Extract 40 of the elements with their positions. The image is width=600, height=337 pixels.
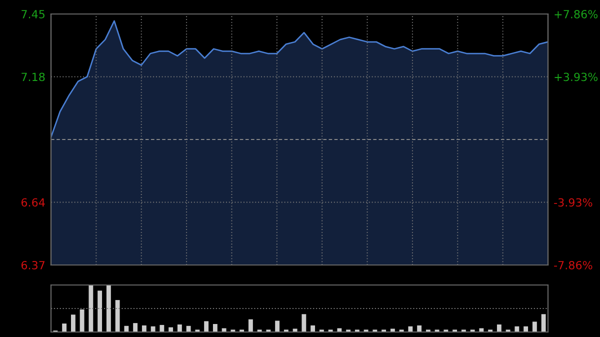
bar — [115, 300, 120, 332]
bar — [479, 328, 484, 332]
bar — [186, 326, 191, 332]
bar — [142, 325, 146, 332]
bar — [417, 325, 422, 332]
bar — [222, 328, 226, 332]
y-tick-label: 7.18 — [22, 72, 45, 82]
bar — [62, 324, 67, 332]
bar — [177, 324, 182, 332]
bar — [133, 323, 138, 332]
bar — [390, 328, 395, 332]
y-tick-label: 6.64 — [21, 198, 45, 207]
bar — [532, 322, 537, 332]
y2-tick-label: +3.93% — [554, 72, 598, 82]
bar — [496, 324, 502, 332]
bar — [310, 325, 316, 332]
y2-tick-label: -7.86% — [554, 260, 592, 270]
bar — [124, 326, 129, 332]
bar — [541, 314, 546, 332]
bar — [302, 314, 306, 332]
bar — [337, 328, 342, 332]
bar — [106, 285, 111, 332]
bar — [88, 285, 94, 332]
bar — [248, 319, 253, 332]
bar — [524, 326, 528, 332]
bar — [70, 314, 76, 332]
bar — [98, 290, 102, 332]
bar — [80, 309, 84, 332]
bar — [292, 328, 298, 332]
bar — [275, 320, 280, 332]
bar — [150, 326, 156, 332]
bar — [160, 324, 164, 332]
bar — [204, 321, 209, 332]
bar — [212, 324, 218, 332]
bar — [408, 326, 413, 332]
y2-tick-label: +7.86% — [554, 10, 598, 18]
y-tick-label: 6.37 — [21, 260, 44, 270]
bar — [514, 326, 520, 332]
y-tick-label: 7.45 — [22, 10, 44, 18]
y2-tick-label: -3.93% — [554, 198, 592, 207]
